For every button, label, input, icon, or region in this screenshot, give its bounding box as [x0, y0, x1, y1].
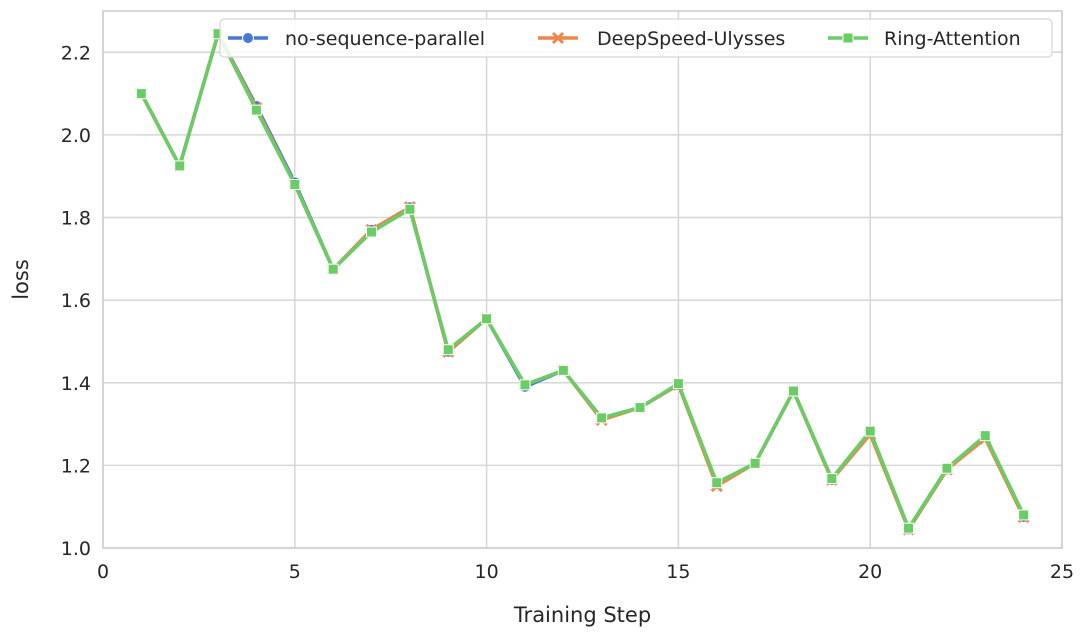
plot-frame [102, 10, 1063, 549]
x-tick-label: 5 [289, 561, 301, 583]
data-point [749, 457, 761, 469]
data-point [1018, 509, 1030, 521]
legend-label: no-sequence-parallel [285, 28, 485, 50]
x-tick-label: 0 [97, 561, 109, 583]
data-point [941, 462, 953, 474]
data-point [979, 430, 991, 442]
legend-item: DeepSpeed-Ulysses [538, 28, 785, 50]
x-axis-ticks: 0 5 10 15 20 25 [97, 561, 1074, 583]
data-point [711, 477, 723, 489]
data-point [634, 402, 646, 414]
legend-marker [242, 32, 254, 44]
y-tick-label: 1.8 [61, 208, 91, 230]
legend-label: DeepSpeed-Ulysses [597, 28, 785, 50]
series-line [139, 31, 1026, 530]
series-layer [135, 27, 1030, 536]
x-tick-label: 10 [475, 561, 499, 583]
x-tick-label: 25 [1050, 561, 1074, 583]
legend-frame [219, 18, 1053, 58]
x-tick-label: 20 [858, 561, 882, 583]
legend-marker [551, 31, 565, 45]
data-point [519, 379, 531, 391]
x-axis-title: Training Step [513, 603, 651, 627]
data-point [250, 104, 262, 116]
legend-marker [842, 32, 854, 44]
data-point [672, 378, 684, 390]
data-point [174, 160, 186, 172]
y-axis-title: loss [9, 259, 33, 300]
legend: no-sequence-parallel DeepSpeed-Ulysses Rin… [219, 18, 1053, 58]
y-axis-ticks: 1.0 1.2 1.4 1.6 1.8 2.0 2.2 [61, 42, 91, 560]
series-Ring-Attention [135, 28, 1030, 534]
legend-label: Ring-Attention [884, 28, 1021, 50]
data-point [864, 425, 876, 437]
data-point [404, 203, 416, 215]
data-point [557, 364, 569, 376]
data-point [787, 385, 799, 397]
data-point [327, 263, 339, 275]
y-tick-label: 1.6 [61, 290, 91, 312]
data-point [903, 522, 915, 534]
data-point [826, 473, 838, 485]
y-tick-label: 1.0 [61, 538, 91, 560]
y-tick-label: 1.4 [61, 373, 91, 395]
data-point [442, 344, 454, 356]
x-tick-label: 15 [666, 561, 690, 583]
data-point [596, 412, 608, 424]
data-point [135, 88, 147, 100]
data-point [289, 178, 301, 190]
legend-item: no-sequence-parallel [228, 28, 485, 50]
y-tick-label: 1.2 [61, 455, 91, 477]
legend-item: Ring-Attention [828, 28, 1021, 50]
y-tick-label: 2.0 [61, 125, 91, 147]
data-point [481, 313, 493, 325]
data-point [366, 226, 378, 238]
y-tick-label: 2.2 [61, 42, 91, 64]
